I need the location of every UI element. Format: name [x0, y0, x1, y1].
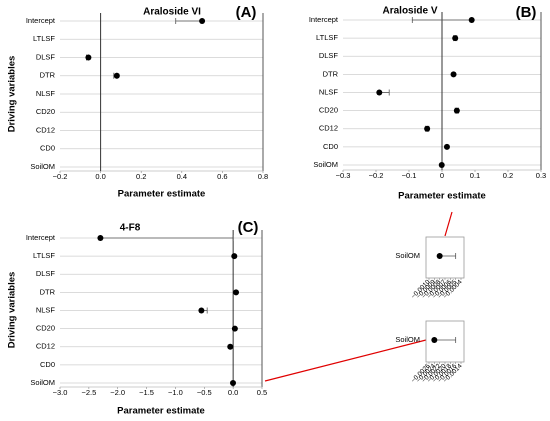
x-tick-label: 0.3 — [536, 171, 546, 180]
y-tick-label: CD20 — [36, 324, 55, 333]
point — [231, 253, 238, 260]
point — [198, 307, 205, 314]
x-tick-label: 0.2 — [503, 171, 513, 180]
x-tick-label: −0.5 — [197, 388, 212, 397]
point — [376, 89, 383, 96]
y-tick-label: CD20 — [36, 107, 55, 116]
x-tick-label: 0 — [440, 171, 444, 180]
y-tick-label: DTR — [323, 69, 339, 78]
x-tick-label: −0.2 — [369, 171, 384, 180]
y-tick-label: CD0 — [40, 360, 55, 369]
x-tick-label: −1.0 — [168, 388, 183, 397]
y-tick-label: LTLSF — [33, 34, 55, 43]
x-tick-label: 0.2 — [136, 172, 146, 181]
y-tick-label: CD12 — [36, 342, 55, 351]
x-axis-label: Parameter estimate — [118, 189, 206, 200]
y-tick-label: DLSF — [36, 52, 56, 61]
point — [443, 143, 450, 150]
point — [97, 235, 104, 241]
connector — [444, 211, 453, 237]
x-tick-label: −3.0 — [53, 388, 68, 397]
panel-label: (C) — [238, 219, 259, 236]
point — [452, 35, 459, 42]
x-tick-label: −1.5 — [139, 388, 154, 397]
y-tick-label: CD12 — [36, 125, 55, 134]
y-tick-label: Intercept — [309, 15, 339, 24]
chart-title: Araloside V — [382, 6, 437, 17]
point — [436, 253, 443, 259]
x-tick-label: 0.1 — [470, 171, 480, 180]
panel-label: (B) — [516, 4, 537, 21]
y-tick-label: DTR — [40, 287, 56, 296]
point — [431, 337, 438, 343]
y-axis-label: Driving variables — [7, 56, 18, 133]
point — [450, 71, 457, 78]
inset-frame — [425, 236, 465, 279]
point — [113, 72, 120, 79]
x-tick-label: −2.0 — [110, 388, 125, 397]
point — [227, 343, 234, 350]
y-tick-label: NLSF — [36, 89, 56, 98]
x-tick-label: −0.1 — [402, 171, 417, 180]
y-tick-label: Intercept — [26, 233, 56, 242]
panel-label: (A) — [236, 4, 257, 21]
x-tick-label: −0.3 — [336, 171, 351, 180]
x-tick-label: 0.6 — [217, 172, 227, 181]
point — [199, 18, 206, 24]
inset-frame — [425, 320, 465, 363]
y-tick-label: SoilOM — [395, 335, 420, 344]
x-tick-label: 0.5 — [257, 388, 267, 397]
y-axis-label: Driving variables — [7, 272, 18, 349]
y-tick-label: SoilOM — [313, 160, 338, 169]
x-tick-label: 0.8 — [258, 172, 268, 181]
x-tick-label: 0.4 — [177, 172, 187, 181]
y-tick-label: SoilOM — [30, 378, 55, 387]
y-tick-label: DLSF — [36, 269, 56, 278]
y-tick-label: LTLSF — [33, 251, 55, 260]
y-tick-label: CD12 — [319, 124, 338, 133]
x-axis-label: Parameter estimate — [117, 406, 205, 417]
point — [85, 54, 92, 61]
point — [453, 107, 460, 114]
x-axis-label: Parameter estimate — [398, 191, 486, 202]
y-tick-label: DTR — [40, 71, 56, 80]
x-tick-label: 0.0 — [228, 388, 238, 397]
y-tick-label: Intercept — [26, 16, 56, 25]
connector — [264, 339, 427, 382]
y-tick-label: CD20 — [319, 106, 338, 115]
point — [438, 162, 445, 168]
point — [233, 289, 240, 296]
x-tick-label: 0.0 — [95, 172, 105, 181]
x-tick-label: −2.5 — [81, 388, 96, 397]
point — [468, 17, 475, 23]
point — [231, 325, 238, 332]
chart-title: Araloside VI — [143, 7, 201, 18]
point — [424, 125, 431, 132]
point — [230, 380, 237, 386]
y-tick-label: CD0 — [40, 144, 55, 153]
y-tick-label: SoilOM — [30, 162, 55, 171]
y-tick-label: NLSF — [319, 87, 339, 96]
x-tick-label: −0.2 — [53, 172, 68, 181]
y-tick-label: NLSF — [36, 305, 56, 314]
y-tick-label: SoilOM — [395, 251, 420, 260]
y-tick-label: LTLSF — [316, 33, 338, 42]
y-tick-label: DLSF — [319, 51, 339, 60]
y-tick-label: CD0 — [323, 142, 338, 151]
chart-title: 4-F8 — [120, 223, 141, 234]
